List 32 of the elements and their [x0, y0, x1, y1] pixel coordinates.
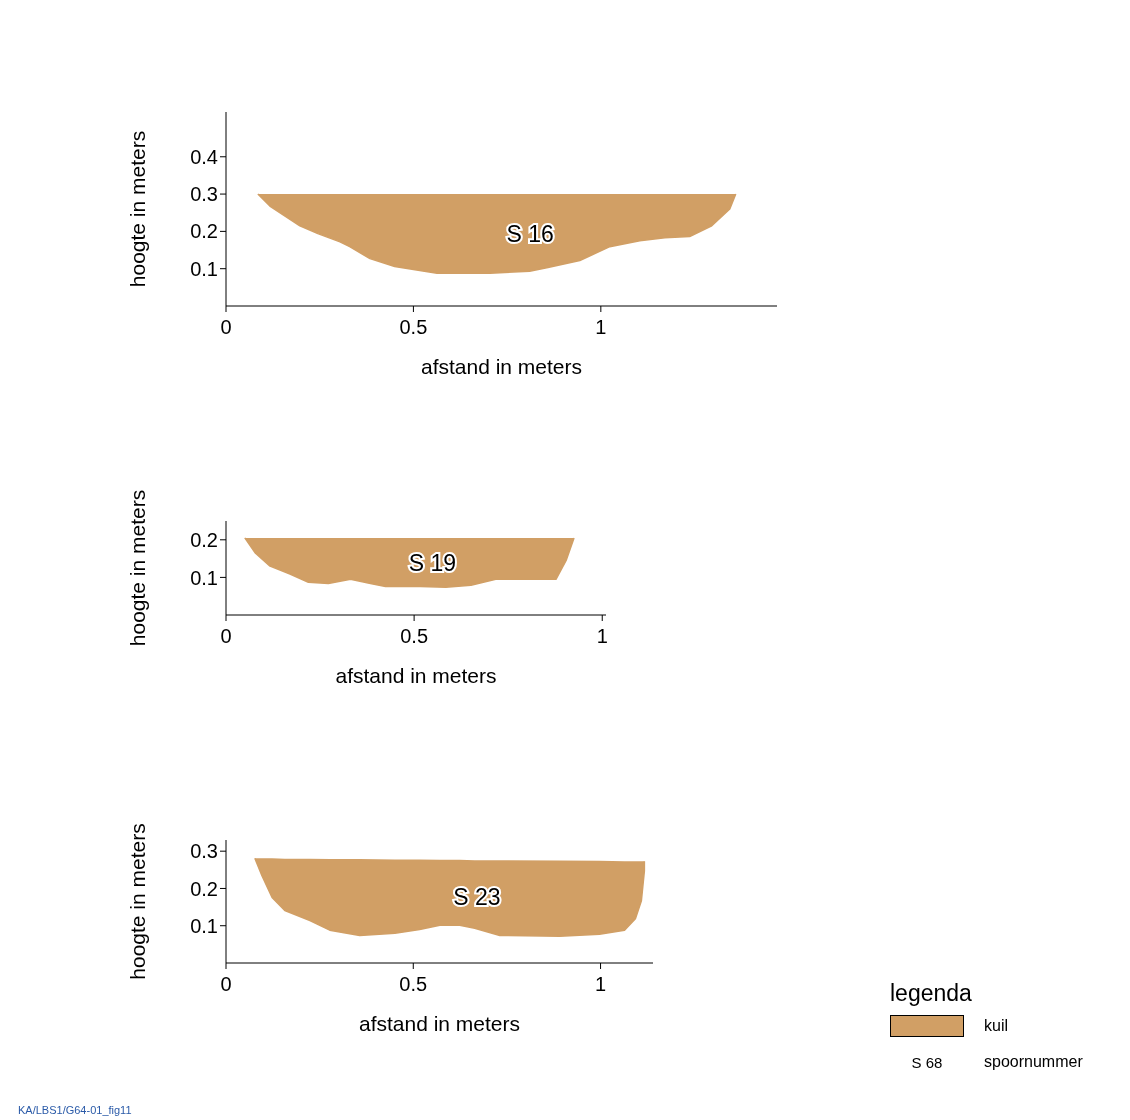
x-tick-label: 0.5 [400, 625, 429, 648]
y-tick-label: 0.3 [190, 840, 218, 863]
annotation: S 19 [408, 549, 457, 576]
y-axis-title: hoogte in meters [126, 489, 150, 647]
annotation: S 16 [506, 220, 554, 247]
x-tick-label: 0 [220, 316, 232, 339]
x-tick-label: 0.5 [399, 316, 428, 339]
text: spoornummer [984, 1053, 1083, 1071]
y-axis-title: hoogte in meters [126, 130, 150, 288]
legend-title: legenda [890, 980, 973, 1007]
x-tick-label: 0 [220, 625, 232, 648]
x-tick-label: 1 [595, 316, 607, 339]
y-axis-title: hoogte in meters [126, 823, 150, 980]
x-tick-label: 1 [595, 973, 607, 996]
y-tick-label: 0.1 [190, 566, 218, 589]
x-axis-title: afstand in meters [420, 355, 583, 378]
x-axis-title: afstand in meters [335, 664, 497, 687]
annotation: S 23 [453, 884, 501, 911]
x-tick-label: 0.5 [399, 973, 428, 996]
y-tick-label: 0.3 [190, 183, 218, 206]
x-axis-title: afstand in meters [358, 1012, 521, 1035]
y-tick-label: 0.2 [190, 528, 218, 551]
y-tick-label: 0.1 [190, 914, 218, 937]
text: KA/LBS1/G64-01_fig11 [18, 1104, 132, 1116]
x-tick-label: 0 [220, 973, 232, 996]
legend-label: kuil [984, 1017, 1009, 1035]
y-tick-label: 0.2 [190, 220, 218, 243]
y-tick-label: 0.4 [190, 145, 218, 168]
text: S 68 [910, 1053, 944, 1071]
y-tick-label: 0.2 [190, 877, 218, 900]
y-tick-label: 0.1 [190, 257, 218, 280]
x-tick-label: 1 [596, 625, 608, 648]
